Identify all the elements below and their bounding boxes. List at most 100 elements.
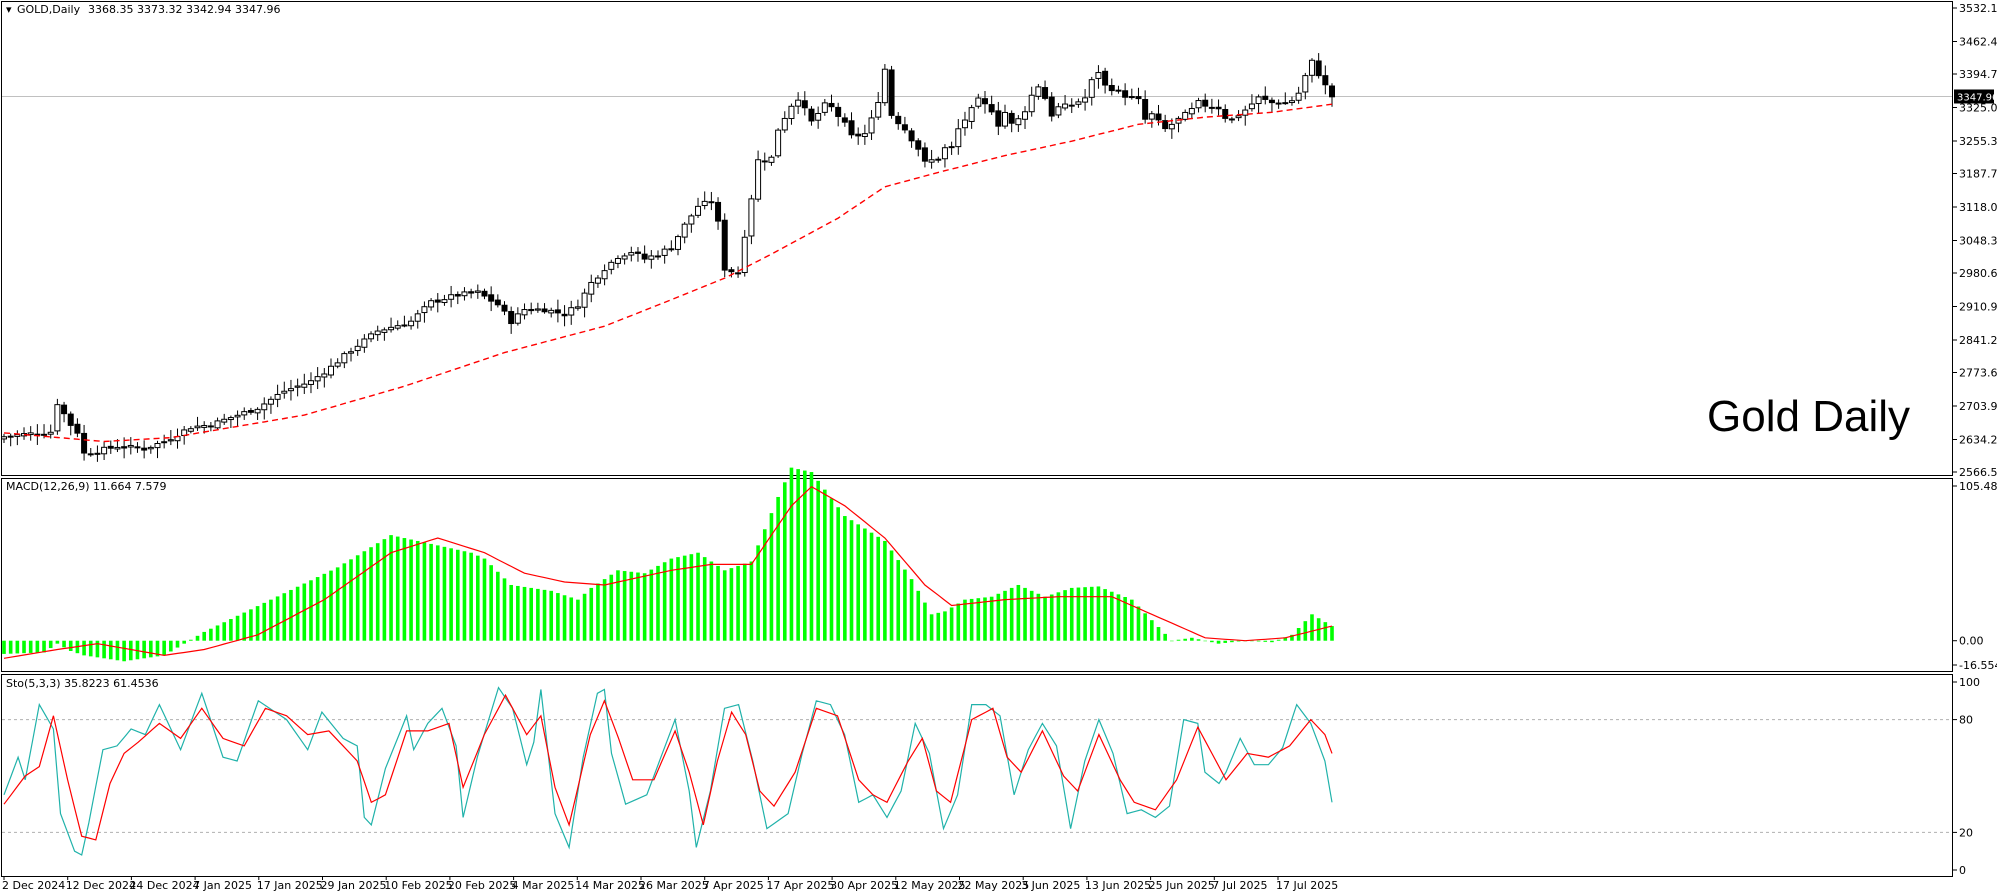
candle-body	[548, 309, 555, 314]
macd-histogram-bar	[616, 570, 620, 641]
symbol-info: GOLD,Daily	[17, 3, 81, 16]
candle-body	[1222, 109, 1229, 119]
candle-body	[1148, 113, 1155, 120]
macd-histogram-bar	[542, 589, 547, 641]
candle-body	[554, 309, 561, 314]
candle-body	[875, 102, 882, 118]
macd-histogram-bar	[1323, 622, 1328, 641]
macd-histogram-bar	[1029, 590, 1034, 641]
candle-body	[528, 308, 535, 312]
macd-histogram-bar	[976, 598, 981, 641]
macd-histogram-bar	[749, 561, 754, 641]
candle-body	[708, 201, 715, 204]
macd-histogram-bar	[949, 607, 954, 641]
macd-histogram-bar	[102, 640, 106, 659]
candle-body	[881, 68, 888, 104]
time-axis-label: 13 Jun 2025	[1085, 879, 1151, 892]
macd-histogram-bar	[375, 543, 380, 641]
candle-body	[1282, 102, 1289, 105]
macd-histogram-bar	[829, 498, 834, 641]
candle-body	[41, 433, 48, 436]
macd-histogram-bar	[1176, 639, 1181, 641]
candle-body	[1042, 87, 1049, 99]
price-axis-label: 3048.30	[1959, 234, 1997, 247]
macd-histogram-bar	[856, 524, 860, 641]
macd-histogram-bar	[1330, 626, 1334, 641]
candle-body	[534, 308, 541, 311]
macd-histogram-bar	[355, 555, 360, 641]
candle-body	[621, 255, 628, 260]
candle-body	[801, 100, 808, 109]
macd-histogram-bar	[402, 538, 407, 641]
candle-body	[1088, 79, 1095, 98]
candle-body	[94, 452, 101, 455]
candle-body	[47, 431, 54, 435]
macd-histogram-bar	[1250, 640, 1254, 642]
candle-body	[54, 404, 61, 432]
macd-histogram-bar	[88, 640, 93, 657]
macd-histogram-bar	[8, 640, 13, 654]
macd-histogram-bar	[529, 587, 533, 641]
candle-body	[7, 435, 14, 438]
candle-body	[935, 158, 942, 161]
candle-body	[1295, 92, 1302, 101]
time-axis-label: 3 Jun 2025	[1021, 879, 1080, 892]
macd-histogram-bar	[1049, 594, 1054, 641]
candle-body	[888, 69, 895, 116]
macd-histogram-bar	[522, 586, 527, 641]
current-price-box	[1954, 89, 1994, 104]
macd-histogram-bar	[269, 599, 273, 641]
macd-signal-line	[3, 485, 1333, 659]
macd-histogram-bar	[943, 611, 947, 641]
time-axis-label: 12 May 2025	[894, 879, 966, 892]
macd-histogram-bar	[195, 635, 200, 641]
candle-body	[1235, 115, 1242, 119]
macd-histogram-bar	[1143, 613, 1147, 641]
time-axis-label: 7 Apr 2025	[703, 879, 764, 892]
candle-body	[541, 308, 548, 313]
candle-body	[695, 205, 702, 216]
macd-histogram-bar	[1089, 586, 1094, 641]
macd-histogram-bar	[762, 529, 767, 641]
candle-body	[281, 390, 288, 394]
candle-body	[1002, 111, 1009, 127]
macd-histogram-bar	[803, 470, 807, 641]
time-axis-label: 12 Dec 2024	[66, 879, 136, 892]
candle-body	[1082, 97, 1089, 103]
candle-body	[808, 108, 815, 122]
macd-histogram-bar	[182, 640, 186, 644]
macd-histogram-bar	[1256, 640, 1261, 642]
candle-body	[574, 306, 581, 309]
macd-histogram-bar	[502, 578, 507, 641]
macd-histogram-bar	[582, 593, 587, 641]
macd-histogram-bar	[42, 640, 46, 653]
chart-watermark: Gold Daily	[1707, 392, 1910, 441]
candle-body	[681, 223, 688, 238]
macd-histogram-bar	[716, 565, 720, 641]
candle-body	[381, 329, 388, 333]
ohlc-info: 3368.35 3373.32 3342.94 3347.96	[88, 3, 280, 16]
candle-body	[848, 120, 855, 136]
macd-histogram-bar	[1170, 640, 1174, 642]
macd-histogram-bar	[996, 593, 1001, 641]
macd-histogram-bar	[1083, 587, 1087, 641]
candle-body	[1302, 75, 1309, 93]
price-axis-label: 2773.60	[1959, 367, 1997, 380]
macd-histogram-bar	[1210, 640, 1214, 643]
candle-body	[1268, 99, 1275, 104]
macd-histogram-bar	[936, 612, 941, 641]
macd-histogram-bar	[869, 532, 874, 641]
moving-average-line	[3, 103, 1333, 443]
candle-body	[101, 446, 108, 455]
candle-body	[1208, 106, 1215, 109]
candle-body	[1315, 60, 1322, 77]
macd-histogram-bar	[609, 574, 614, 641]
macd-histogram-bar	[596, 583, 600, 641]
macd-histogram-bar	[209, 628, 213, 641]
candle-body	[214, 420, 221, 429]
macd-histogram-bar	[602, 579, 607, 641]
collapse-triangle-icon[interactable]: ▾	[6, 3, 12, 16]
time-axis-label: 22 May 2025	[958, 879, 1030, 892]
